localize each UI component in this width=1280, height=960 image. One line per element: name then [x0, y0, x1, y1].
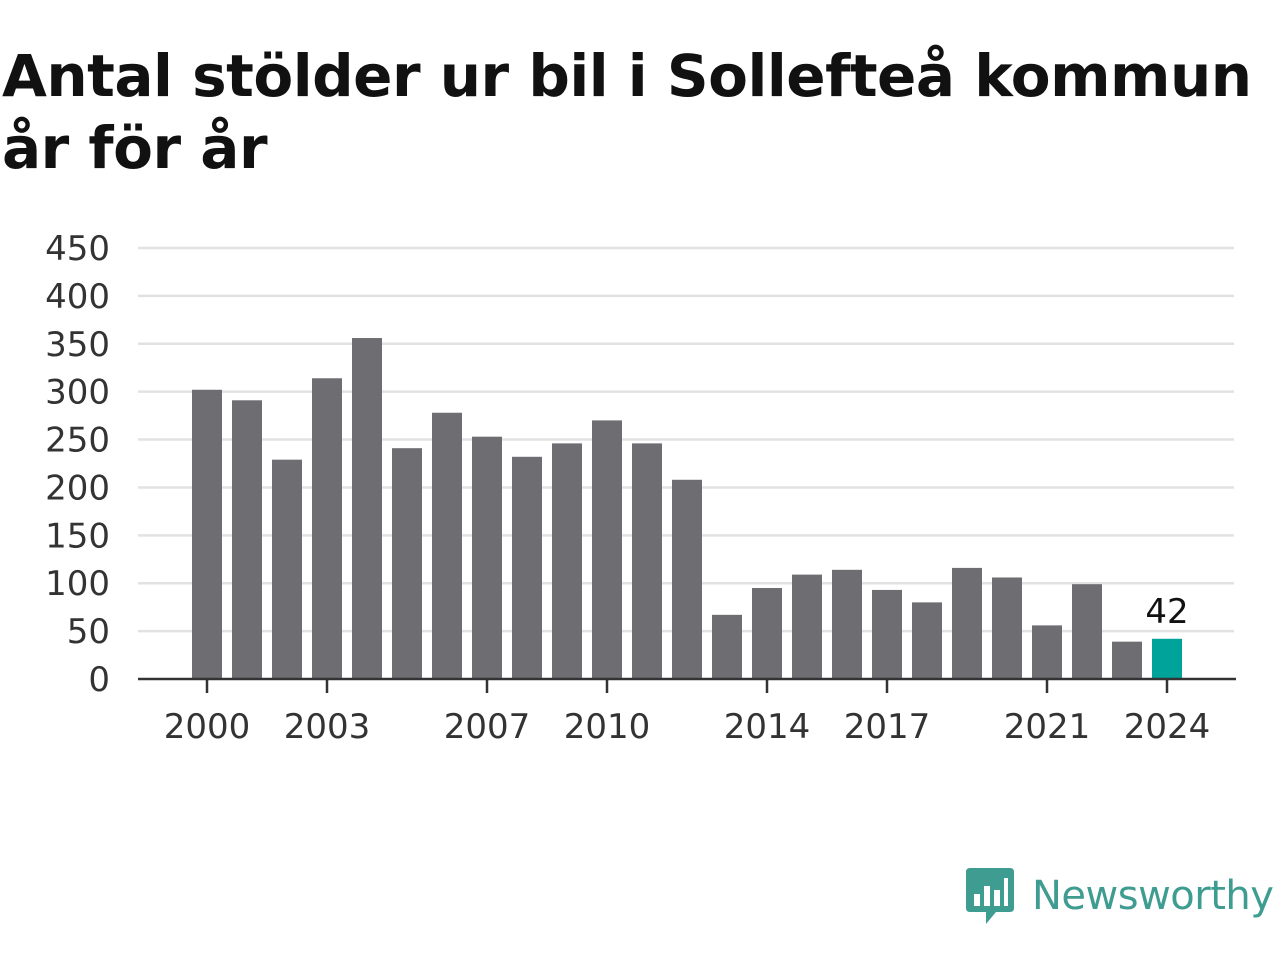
bar-2004: [352, 338, 382, 679]
bar-2022: [1072, 584, 1102, 679]
bar-2016: [832, 569, 862, 679]
bar-2017: [872, 589, 902, 679]
x-tick-label-2010: 2010: [564, 707, 651, 747]
x-tick-label-2014: 2014: [724, 707, 811, 747]
x-tick-label-2000: 2000: [164, 707, 251, 747]
bar-2020: [992, 577, 1022, 679]
y-tick-label-400: 400: [45, 277, 110, 317]
newsworthy-logo-icon: [966, 868, 1014, 924]
bar-2009: [552, 443, 582, 679]
y-axis-tick-labels: 0 50 100 150 200 250 300 350 400 450: [45, 229, 110, 700]
bar-2000: [192, 389, 222, 679]
bar-2015: [792, 574, 822, 679]
bar-2002: [272, 459, 302, 679]
x-axis-ticks: [205, 679, 1169, 693]
chart-title: Antal stölder ur bil i Sollefteå kommun …: [2, 42, 1252, 182]
x-tick-label-2024: 2024: [1124, 707, 1211, 747]
y-tick-label-50: 50: [67, 612, 110, 652]
bar-2012: [672, 479, 702, 679]
x-tick-label-2017: 2017: [844, 707, 931, 747]
bar-2018: [912, 602, 942, 679]
bar-2006: [432, 412, 462, 679]
bar-2005: [392, 448, 422, 679]
bar-2021: [1032, 625, 1062, 679]
bar-2003: [312, 378, 342, 679]
y-tick-label-200: 200: [45, 468, 110, 508]
bar-2007: [472, 436, 502, 679]
bar-2023: [1112, 641, 1142, 679]
y-tick-label-450: 450: [45, 229, 110, 269]
data-label-2024: 42: [1145, 592, 1188, 632]
bar-2008: [512, 456, 542, 679]
bar-2011: [632, 443, 662, 679]
y-tick-label-300: 300: [45, 373, 110, 413]
bars: [192, 338, 1182, 679]
y-tick-label-250: 250: [45, 421, 110, 461]
data-labels: 42: [1141, 588, 1192, 636]
brand-logo: Newsworthy: [964, 864, 1274, 928]
bar-2001: [232, 400, 262, 679]
y-tick-label-350: 350: [45, 325, 110, 365]
bar-2019: [952, 567, 982, 679]
y-tick-label-100: 100: [45, 564, 110, 604]
y-tick-label-150: 150: [45, 516, 110, 556]
x-tick-label-2021: 2021: [1004, 707, 1091, 747]
bar-2014: [752, 588, 782, 679]
x-tick-label-2007: 2007: [444, 707, 531, 747]
bar-2010: [592, 420, 622, 679]
x-axis-tick-labels: 2000 2003 2007 2010 2014 2017 2021 2024: [164, 707, 1211, 747]
bar-2013: [712, 614, 742, 679]
y-tick-label-0: 0: [88, 660, 110, 700]
bar-2024: [1152, 638, 1182, 679]
brand-name: Newsworthy: [1032, 873, 1274, 919]
x-tick-label-2003: 2003: [284, 707, 371, 747]
